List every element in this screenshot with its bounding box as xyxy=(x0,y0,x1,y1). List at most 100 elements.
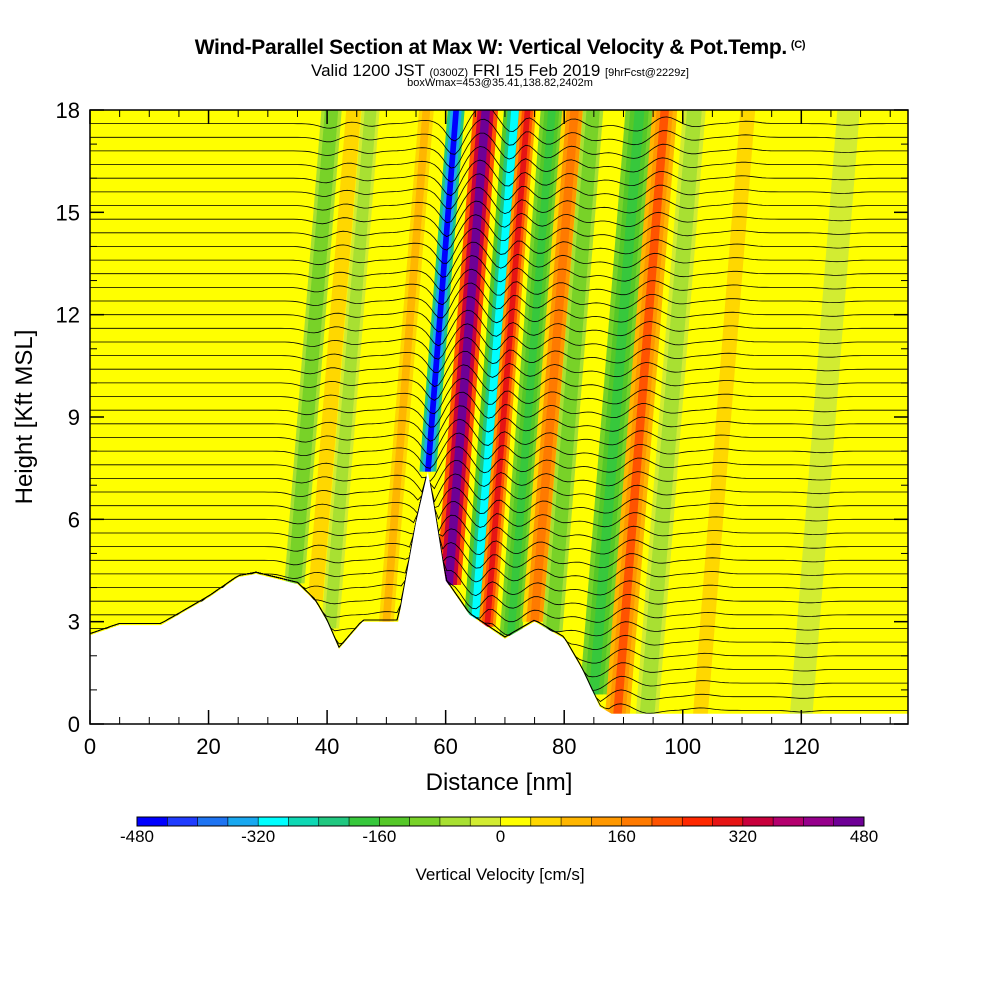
valid-time: Valid 1200 JST xyxy=(311,61,425,80)
theta-contour xyxy=(90,173,908,210)
terrain-mask xyxy=(90,471,908,724)
theta-contour xyxy=(90,432,908,469)
x-tick-label: 120 xyxy=(783,734,820,759)
forecast-info: [9hrFcst@2229z] xyxy=(605,67,689,79)
theta-contour xyxy=(90,309,908,347)
box-info: boxWmax=453@35.41,138.82,2402m xyxy=(407,77,593,89)
colorbar-swatch xyxy=(258,817,289,826)
theta-contour xyxy=(90,146,908,183)
velocity-band xyxy=(471,110,519,619)
theta-contour xyxy=(90,459,908,493)
theta-contour xyxy=(90,110,908,142)
x-tick-label: 0 xyxy=(84,734,96,759)
colorbar-label: 160 xyxy=(607,827,635,846)
colorbar-swatch xyxy=(773,817,804,826)
theta-contour xyxy=(90,391,908,428)
colorbar-swatch xyxy=(530,817,562,826)
theta-contour xyxy=(90,337,908,373)
velocity-band xyxy=(311,110,358,602)
theta-contour xyxy=(90,214,908,251)
x-tick-label: 100 xyxy=(664,734,701,759)
theta-contour xyxy=(90,255,908,292)
colorbar-swatch xyxy=(651,817,683,826)
velocity-band xyxy=(696,110,752,714)
colorbar-swatch xyxy=(227,817,259,826)
colorbar-swatch xyxy=(803,817,835,826)
theta-contour xyxy=(90,476,908,515)
theta-contour xyxy=(90,405,908,442)
velocity-band xyxy=(548,110,597,632)
colorbar-swatch xyxy=(682,817,713,826)
axes: 0 20 40 60 80 100 120 0 3 6 9 12 15 18 xyxy=(56,98,908,759)
theta-contour xyxy=(90,418,908,456)
colorbar-swatch xyxy=(439,817,471,826)
y-tick-label: 15 xyxy=(56,200,80,225)
y-axis-title: Height [Kft MSL] xyxy=(11,330,38,505)
theta-contour xyxy=(90,282,908,319)
plot-area xyxy=(89,109,909,725)
theta-contour xyxy=(90,473,908,503)
theta-contour xyxy=(90,476,908,555)
theta-contour xyxy=(90,268,908,306)
velocity-band xyxy=(327,110,374,629)
colorbar-swatch xyxy=(561,817,592,826)
velocity-band xyxy=(444,110,490,585)
velocity-bands xyxy=(284,110,860,714)
theta-contour xyxy=(90,132,908,169)
colorbar-label: -160 xyxy=(362,827,396,846)
colorbar-label: 480 xyxy=(850,827,878,846)
y-tick-label: 9 xyxy=(68,405,80,430)
theta-contour xyxy=(90,476,908,583)
colorbar-swatch xyxy=(409,817,441,826)
theta-contour xyxy=(90,476,908,597)
theta-contour xyxy=(90,323,908,360)
y-tick-label: 0 xyxy=(68,712,80,737)
valid-date: FRI 15 Feb 2019 xyxy=(472,61,601,80)
theta-contour xyxy=(90,296,908,333)
y-tick-label: 12 xyxy=(56,303,80,328)
velocity-band xyxy=(507,110,556,636)
copyright-mark: (C) xyxy=(790,39,806,51)
colorbar-swatch xyxy=(621,817,653,826)
theta-contour xyxy=(90,187,908,224)
colorbar-swatch xyxy=(470,817,501,826)
y-tick-label: 3 xyxy=(68,610,80,635)
colorbar: -480 -320 -160 0 160 320 480 xyxy=(120,816,878,846)
theta-contour xyxy=(90,476,908,569)
y-tick-label: 6 xyxy=(68,507,80,532)
velocity-band xyxy=(613,110,669,714)
colorbar-swatch xyxy=(197,817,229,826)
velocity-band xyxy=(484,110,531,627)
theta-contour xyxy=(90,118,908,155)
colorbar-swatch xyxy=(318,817,350,826)
chart-title-text: Wind-Parallel Section at Max W: Vertical… xyxy=(194,36,788,59)
colorbar-label: -480 xyxy=(120,827,154,846)
theta-contour xyxy=(90,377,908,415)
y-tick-label: 18 xyxy=(56,98,80,123)
theta-contour xyxy=(90,159,908,197)
colorbar-label: -320 xyxy=(241,827,275,846)
colorbar-title: Vertical Velocity [cm/s] xyxy=(415,865,584,884)
colorbar-swatch xyxy=(742,817,774,826)
theta-contour xyxy=(90,350,908,387)
colorbar-swatch xyxy=(349,817,380,826)
valid-utc: (0300Z) xyxy=(429,67,468,79)
x-axis-title: Distance [nm] xyxy=(426,769,573,796)
theta-contour xyxy=(90,241,908,278)
colorbar-swatch xyxy=(833,817,865,826)
colorbar-swatch xyxy=(500,817,532,826)
theta-contours xyxy=(90,110,908,714)
colorbar-swatch xyxy=(591,817,622,826)
chart-title: Wind-Parallel Section at Max W: Vertical… xyxy=(0,36,1000,60)
colorbar-swatch xyxy=(288,817,320,826)
x-tick-label: 20 xyxy=(196,734,220,759)
x-tick-label: 60 xyxy=(433,734,457,759)
colorbar-swatch xyxy=(137,817,168,826)
colorbar-swatch xyxy=(379,817,410,826)
colorbar-swatch xyxy=(167,817,198,826)
theta-contour xyxy=(90,364,908,401)
theta-contour xyxy=(90,476,908,542)
colorbar-swatch xyxy=(712,817,744,826)
theta-contour xyxy=(90,227,908,264)
